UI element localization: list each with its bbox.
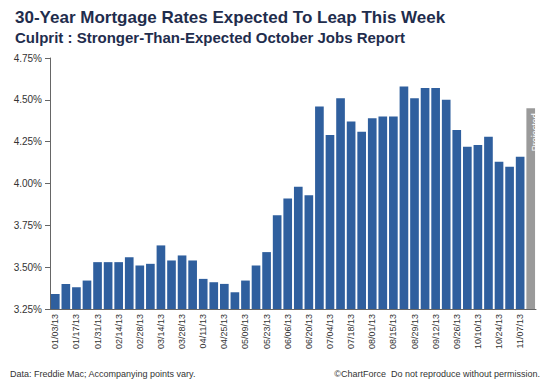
svg-text:06/06/13: 06/06/13 <box>283 314 293 349</box>
svg-text:08/29/13: 08/29/13 <box>410 314 420 349</box>
svg-text:08/01/13: 08/01/13 <box>367 314 377 349</box>
svg-text:04/11/13: 04/11/13 <box>198 314 208 348</box>
svg-text:30-Year Mortgage Rates Expecte: 30-Year Mortgage Rates Expected To Leap … <box>15 8 446 27</box>
svg-text:3.75%: 3.75% <box>14 220 42 231</box>
svg-text:09/12/13: 09/12/13 <box>431 314 441 349</box>
svg-text:01/31/13: 01/31/13 <box>93 314 103 349</box>
svg-text:08/15/13: 08/15/13 <box>388 314 398 349</box>
svg-text:07/18/13: 07/18/13 <box>346 314 356 349</box>
svg-text:05/23/13: 05/23/13 <box>262 314 272 349</box>
svg-text:4.50%: 4.50% <box>14 94 42 105</box>
svg-text:02/28/13: 02/28/13 <box>135 314 145 349</box>
svg-text:3.50%: 3.50% <box>14 262 42 273</box>
svg-text:03/28/13: 03/28/13 <box>177 314 187 349</box>
svg-text:03/14/13: 03/14/13 <box>156 314 166 349</box>
svg-text:4.25%: 4.25% <box>14 136 42 147</box>
svg-text:11/07/13: 11/07/13 <box>515 314 525 348</box>
svg-text:10/24/13: 10/24/13 <box>494 314 504 349</box>
svg-text:10/10/13: 10/10/13 <box>473 314 483 349</box>
svg-text:02/14/13: 02/14/13 <box>114 314 124 349</box>
svg-text:Culprit : Stronger-Than-Expect: Culprit : Stronger-Than-Expected October… <box>15 29 405 46</box>
svg-text:4.75%: 4.75% <box>14 53 42 64</box>
svg-text:04/25/13: 04/25/13 <box>219 314 229 349</box>
svg-text:01/03/13: 01/03/13 <box>50 314 60 349</box>
svg-text:09/26/13: 09/26/13 <box>452 314 462 349</box>
svg-text:Projected: Projected <box>530 113 540 151</box>
svg-text:06/20/13: 06/20/13 <box>304 314 314 349</box>
svg-text:3.25%: 3.25% <box>14 304 42 315</box>
svg-text:05/09/13: 05/09/13 <box>240 314 250 349</box>
svg-text:4.00%: 4.00% <box>14 178 42 189</box>
svg-text:Data: Freddie Mac; Accompanyin: Data: Freddie Mac; Accompanying points v… <box>10 369 195 379</box>
svg-text:©ChartForce Do not reproduce: ©ChartForce Do not reproduce without per… <box>334 369 540 379</box>
svg-text:01/17/13: 01/17/13 <box>71 314 81 349</box>
svg-text:07/04/13: 07/04/13 <box>325 314 335 349</box>
